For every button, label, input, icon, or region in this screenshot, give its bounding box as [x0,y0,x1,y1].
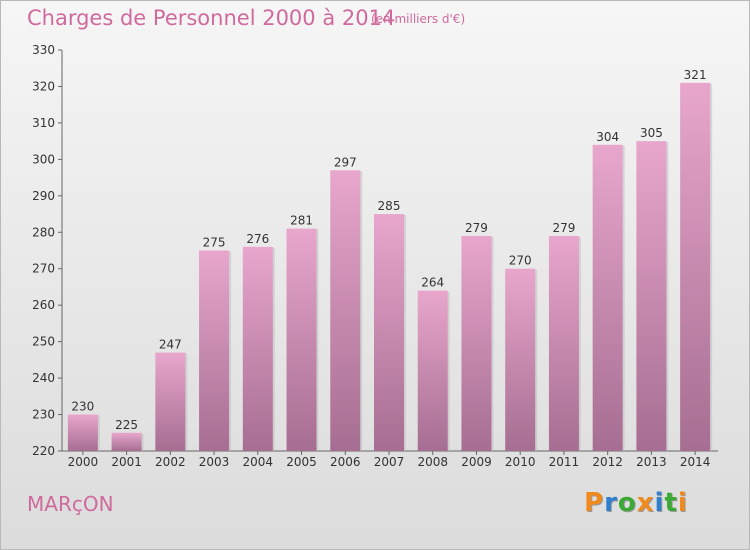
x-tick-label: 2014 [680,455,711,469]
y-tick-label: 280 [32,225,55,239]
bar-value-label: 276 [246,232,269,246]
bar [286,228,317,451]
bar [111,432,142,451]
logo-letter: i [654,488,665,518]
x-tick-label: 2001 [111,455,142,469]
y-tick-label: 320 [32,79,55,93]
logo-letter: t [664,488,678,518]
x-tick-label: 2007 [374,455,405,469]
x-tick-label: 2012 [592,455,623,469]
bar [374,214,404,451]
logo-letter: i [677,488,688,518]
bar [680,82,711,452]
y-tick-label: 240 [32,371,55,385]
proxiti-logo[interactable]: Proxiti [584,488,688,518]
chart-bars: 230 225 247 275 276 281 297 285 264 279 270 279 304 3… [67,68,713,452]
bar-value-label: 275 [203,236,226,250]
bar-value-label: 270 [509,254,532,268]
chart-unit-note: (en milliers d'€) [371,12,466,26]
y-tick-label: 220 [32,444,55,458]
x-tick-label: 2011 [549,455,580,469]
y-tick-label: 310 [32,116,55,130]
logo-letter: P [584,488,605,518]
bar-value-label: 285 [378,199,401,213]
bar [548,235,579,451]
bar-value-label: 247 [159,338,182,352]
logo-letter: o [617,488,637,518]
y-tick-label: 250 [32,335,55,349]
bar [592,144,623,452]
x-tick-label: 2005 [286,455,317,469]
bar [636,141,667,452]
bar [505,268,536,451]
bar [155,352,186,451]
y-tick-label: 270 [32,262,55,276]
bar-value-label: 264 [421,276,444,290]
logo-letter: r [604,488,618,518]
bar-value-label: 281 [290,214,313,228]
bar [330,170,361,452]
x-tick-label: 2013 [636,455,667,469]
y-tick-label: 260 [32,298,55,312]
bar [199,250,230,451]
bar-value-label: 230 [71,400,94,414]
y-tick-label: 330 [32,43,55,57]
x-tick-label: 2003 [199,455,230,469]
y-tick-label: 290 [32,189,55,203]
bar [417,290,448,451]
x-tick-label: 2006 [330,455,361,469]
bar-value-label: 297 [334,155,357,169]
bar-value-label: 279 [465,221,488,235]
bar-value-label: 279 [552,221,575,235]
bar-value-label: 225 [115,418,138,432]
logo-letter: x [636,488,655,518]
x-tick-label: 2000 [68,455,99,469]
x-tick-label: 2009 [461,455,492,469]
chart-title: Charges de Personnel 2000 à 2014 [27,6,396,30]
bar-value-label: 321 [684,68,707,82]
bar-value-label: 305 [640,126,663,140]
x-tick-label: 2010 [505,455,536,469]
y-tick-label: 230 [32,408,55,422]
bar [67,414,98,451]
bar [242,246,273,451]
y-tick-label: 300 [32,152,55,166]
commune-name: MARçON [27,492,114,516]
x-tick-label: 2004 [243,455,274,469]
x-tick-label: 2008 [417,455,448,469]
x-tick-label: 2002 [155,455,186,469]
bar-value-label: 304 [596,130,619,144]
bar [461,235,492,451]
